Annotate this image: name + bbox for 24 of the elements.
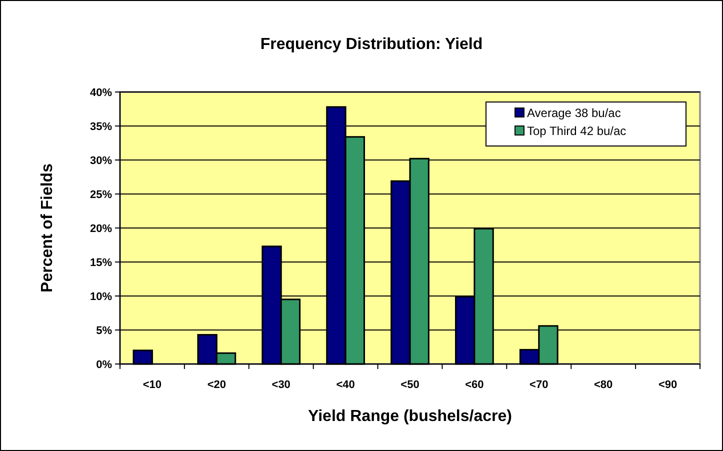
y-tick-label: 25% (90, 188, 112, 201)
legend-label: Average 38 bu/ac (527, 106, 621, 120)
y-tick-label: 20% (90, 222, 112, 235)
y-tick-label: 40% (90, 86, 112, 99)
x-tick-label: <20 (207, 379, 226, 391)
y-tick-label: 15% (90, 256, 112, 269)
bar (132, 350, 153, 365)
x-tick-label: <70 (530, 379, 548, 391)
y-tick-label: 5% (96, 324, 112, 337)
y-axis-title: Percent of Fields (39, 163, 56, 292)
chart-title: Frequency Distribution: Yield (260, 36, 483, 53)
x-tick-label: <90 (658, 379, 678, 391)
y-tick-label: 35% (90, 120, 112, 133)
y-tick-label: 0% (96, 358, 112, 371)
x-axis-title: Yield Range (bushels/acre) (308, 408, 512, 425)
x-tick-label: <40 (336, 379, 355, 391)
x-tick-label: <10 (142, 379, 162, 391)
y-tick-label: 10% (90, 290, 112, 303)
y-tick-label: 30% (90, 154, 112, 167)
x-tick-label: <50 (400, 379, 420, 391)
x-tick-label: <60 (465, 379, 484, 391)
x-tick-label: <30 (272, 379, 290, 391)
legend-label: Top Third 42 bu/ac (527, 124, 626, 138)
x-tick-label: <80 (594, 379, 613, 391)
